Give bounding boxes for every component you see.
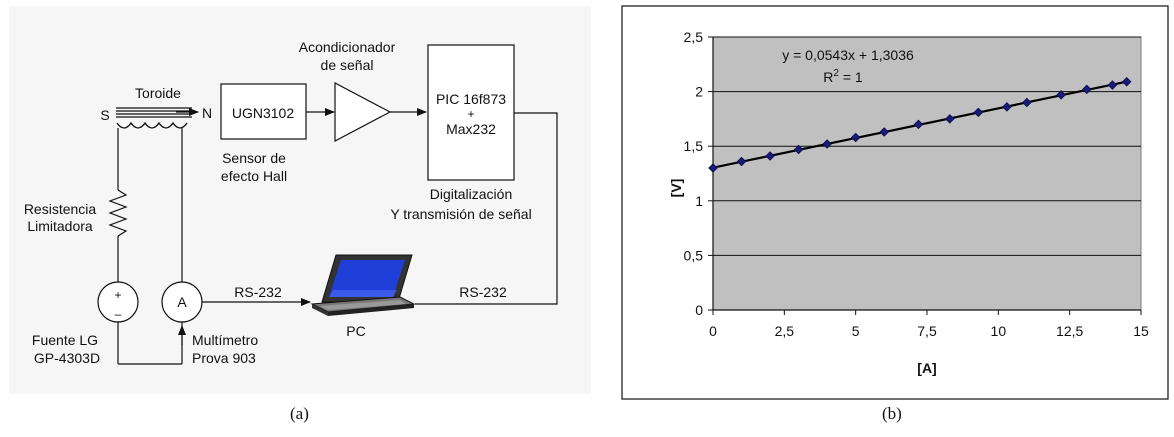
x-tick-label: 5 [852, 323, 860, 339]
x-tick-label: 15 [1133, 323, 1149, 339]
pic-box [427, 44, 515, 181]
resistor-label-line2: Limitadora [27, 218, 93, 234]
multimeter-label-line2: Prova 903 [192, 350, 256, 366]
data-point [1022, 97, 1032, 108]
pic-plus-label: + [467, 107, 474, 121]
x-tick-label: 7,5 [917, 323, 937, 339]
pole-n-label: N [202, 105, 212, 121]
toroid-winding-icon [116, 121, 188, 129]
data-point [913, 119, 924, 130]
y-tick-label: 2,5 [684, 29, 704, 45]
pic-to-pc-wire [415, 112, 558, 305]
rs232-right-label: RS-232 [459, 284, 507, 300]
voltage-source-icon [97, 281, 139, 323]
x-tick-label: 2,5 [775, 323, 795, 339]
pc-label: PC [346, 323, 365, 339]
source-label-line1: Fuente LG [32, 332, 98, 348]
y-tick-label: 0 [695, 302, 703, 318]
data-point [1056, 90, 1066, 100]
plot-area [712, 36, 1142, 311]
x-tick-label: 0 [709, 323, 717, 339]
x-axis-label: [A] [917, 360, 936, 376]
pole-s-label: S [100, 107, 109, 123]
digitalization-label-line1: Digitalización [430, 186, 512, 202]
ammeter-label: A [177, 294, 187, 310]
data-point [945, 114, 955, 124]
pic-label: PIC 16f873 [436, 91, 506, 107]
data-point [1082, 84, 1092, 95]
multimeter-label-line1: Multímetro [192, 332, 258, 348]
caption-a: (a) [290, 404, 309, 423]
hall-sensor-label-line1: Sensor de [222, 150, 286, 166]
amplifier-icon [334, 82, 392, 142]
data-point [708, 163, 718, 173]
source-label-line2: GP-4303D [34, 350, 100, 366]
data-point [736, 156, 747, 167]
resistor-label-line1: Resistencia [24, 201, 97, 217]
data-point [765, 151, 775, 161]
caption-b: (b) [882, 404, 902, 423]
data-point [973, 107, 984, 118]
rs232-left-label: RS-232 [234, 284, 282, 300]
data-point [822, 139, 832, 149]
data-point [1002, 102, 1012, 112]
x-tick-label: 12,5 [1056, 323, 1083, 339]
x-tick-label: 10 [991, 323, 1007, 339]
data-point [850, 132, 861, 143]
source-plus: + [114, 288, 121, 302]
laptop-icon [310, 254, 416, 316]
trend-equation: y = 0,0543x + 1,3036 [782, 47, 914, 63]
conditioner-label-line2: de señal [321, 57, 374, 73]
y-axis-label: [V] [668, 179, 684, 198]
hall-sensor-label-line2: efecto Hall [221, 168, 287, 184]
data-point [879, 127, 889, 137]
toroid-core [116, 107, 192, 118]
data-point [1121, 77, 1132, 87]
y-tick-label: 2 [695, 84, 703, 100]
y-tick-label: 1 [695, 193, 703, 209]
conditioner-label-line1: Acondicionador [299, 39, 396, 55]
source-minus: – [115, 307, 122, 321]
block-diagram: Acondicionador de señal Toroide S N UGN3… [23, 39, 558, 366]
data-point [1107, 80, 1118, 90]
max232-label: Max232 [446, 121, 496, 137]
toroid-label: Toroide [135, 85, 181, 101]
y-tick-label: 1,5 [684, 138, 704, 154]
data-point [793, 144, 804, 155]
y-tick-label: 0,5 [684, 247, 704, 263]
resistor-icon [108, 189, 128, 237]
hall-sensor-chip-label: UGN3102 [232, 105, 294, 121]
r-squared: R2 = 1 [823, 68, 863, 85]
digitalization-label-line2: Y transmisión de señal [390, 206, 531, 222]
